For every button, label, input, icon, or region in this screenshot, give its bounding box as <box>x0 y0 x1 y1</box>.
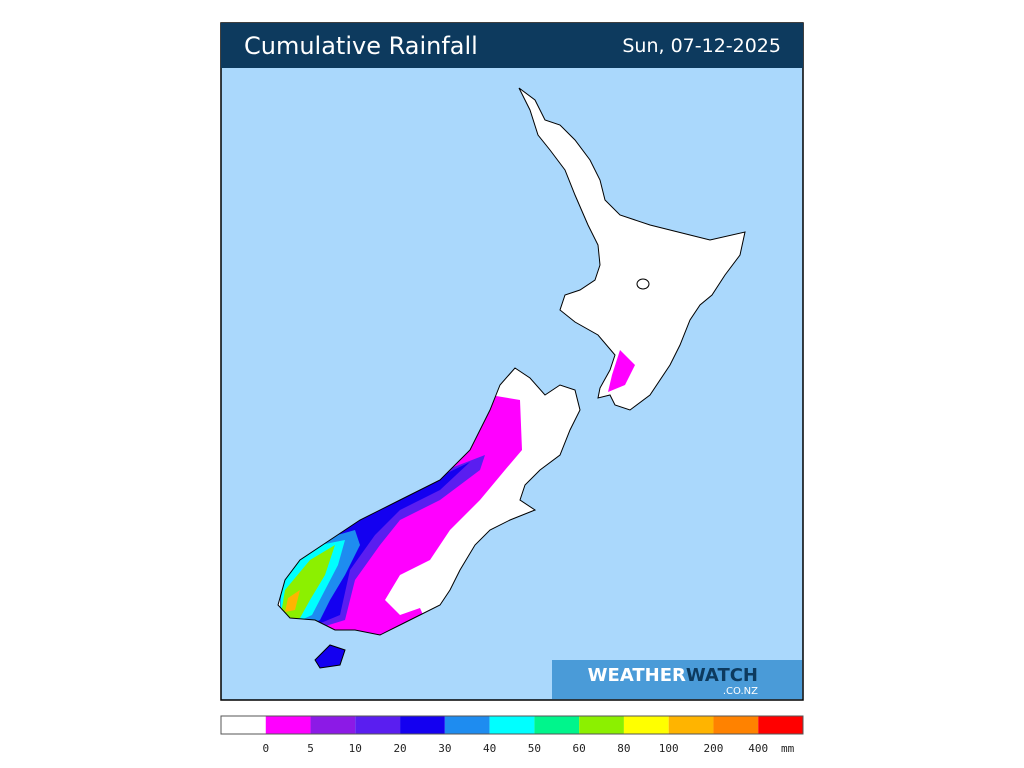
legend-tick-label: 40 <box>483 742 496 755</box>
legend-tick-label: 100 <box>659 742 679 755</box>
legend-tick-label: 400 <box>748 742 768 755</box>
legend-swatch <box>265 716 311 734</box>
legend-tick-label: 80 <box>617 742 630 755</box>
legend-swatch <box>534 716 580 734</box>
legend-swatch <box>713 716 759 734</box>
title: Cumulative Rainfall <box>244 32 478 60</box>
legend-swatch <box>579 716 624 734</box>
legend-tick-label: 60 <box>573 742 586 755</box>
legend-unit: mm <box>781 742 795 755</box>
legend-swatch <box>444 716 490 734</box>
legend: 0 5 10 20 30 40 50 60 80 100 200 400 mm <box>220 715 804 755</box>
logo-box <box>552 660 802 699</box>
logo-domain: .CO.NZ <box>723 686 758 697</box>
date: Sun, 07-12-2025 <box>622 35 781 57</box>
header-bar <box>221 23 803 68</box>
legend-tick-label: 10 <box>349 742 362 755</box>
legend-swatch <box>355 716 401 734</box>
legend-swatch <box>400 716 445 734</box>
logo-brand-accent: WATCH <box>686 665 758 686</box>
legend-swatch <box>623 716 669 734</box>
legend-tick-label: 20 <box>393 742 406 755</box>
legend-swatch <box>758 716 803 734</box>
legend-swatch <box>668 716 714 734</box>
legend-swatch <box>310 716 356 734</box>
legend-tick-label: 30 <box>438 742 451 755</box>
logo-brand-first: WEATHER <box>588 665 686 686</box>
legend-swatch <box>221 716 266 734</box>
logo-brand: WEATHERWATCH <box>588 665 758 686</box>
legend-tick-label: 0 <box>262 742 269 755</box>
legend-tick-label: 5 <box>307 742 314 755</box>
legend-border <box>220 715 804 735</box>
legend-tick-label: 50 <box>528 742 541 755</box>
legend-swatch <box>489 716 535 734</box>
legend-tick-label: 200 <box>704 742 724 755</box>
